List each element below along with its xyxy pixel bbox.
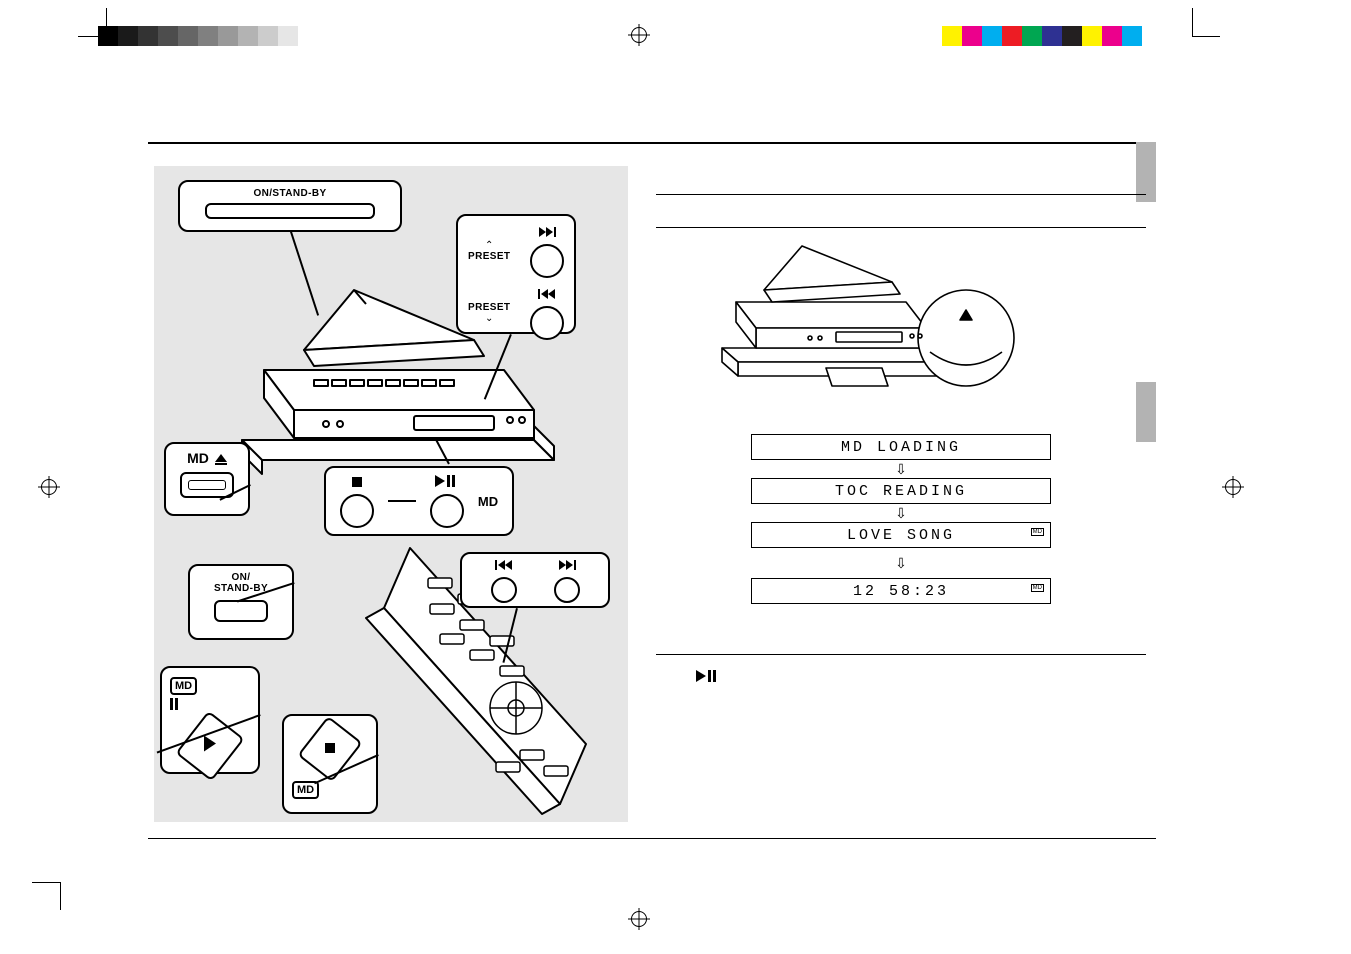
md-transport-label: MD xyxy=(478,494,498,509)
display-sequence: MD LOADING ⇩ TOC READING ⇩ LOVE SONG MD ⇩… xyxy=(751,434,1051,604)
swatch xyxy=(258,26,278,46)
swatch xyxy=(1122,26,1142,46)
swatch xyxy=(962,26,982,46)
greyscale-calibration-bar xyxy=(98,26,298,46)
stop-icon xyxy=(352,477,362,487)
swatch xyxy=(218,26,238,46)
down-arrow-icon: ⇩ xyxy=(751,556,1051,570)
section-rule xyxy=(656,194,1146,195)
preset-down-knob xyxy=(530,306,564,340)
swatch xyxy=(1062,26,1082,46)
forward-knob xyxy=(554,577,580,603)
play-pause-icon xyxy=(435,475,459,487)
callout-preset: ⌃ PRESET PRESET ⌄ xyxy=(456,214,576,334)
next-track-icon xyxy=(538,227,556,237)
crop-mark-bl-v xyxy=(60,882,61,910)
registration-target-right xyxy=(1222,476,1244,498)
preset-down-label: PRESET xyxy=(468,302,510,313)
lcd-text: LOVE SONG xyxy=(847,527,955,544)
swatch xyxy=(942,26,962,46)
instruction-column: MD LOADING ⇩ TOC READING ⇩ LOVE SONG MD ⇩… xyxy=(656,166,1146,687)
lcd-line: MD LOADING xyxy=(751,434,1051,460)
link-line xyxy=(388,500,416,502)
callout-remote-on-standby: ON/ STAND-BY xyxy=(188,564,294,640)
top-rule xyxy=(148,142,1156,144)
md-indicator: MD xyxy=(1031,584,1044,592)
swatch xyxy=(1022,26,1042,46)
on-standby-button-graphic xyxy=(205,203,375,219)
rewind-icon xyxy=(495,560,513,570)
swatch xyxy=(178,26,198,46)
bottom-rule xyxy=(148,838,1156,839)
callout-on-standby: ON/STAND-BY xyxy=(178,180,402,232)
play-pause-knob xyxy=(430,494,464,528)
section-rule xyxy=(656,654,1146,655)
eject-icon xyxy=(215,454,227,462)
swatch xyxy=(1002,26,1022,46)
lcd-text: 12 58:23 xyxy=(853,583,949,600)
lcd-line: TOC READING xyxy=(751,478,1051,504)
lcd-line: 12 58:23 MD xyxy=(751,578,1051,604)
callout-md-eject: MD xyxy=(164,442,250,516)
manual-page: ON/STAND-BY ⌃ PRESET PRESET ⌄ xyxy=(148,142,1156,839)
md-indicator: MD xyxy=(1031,528,1044,536)
stop-icon xyxy=(325,743,335,753)
swatch xyxy=(98,26,118,46)
swatch xyxy=(982,26,1002,46)
swatch xyxy=(278,26,298,46)
lcd-text: TOC READING xyxy=(835,483,967,500)
callout-skip xyxy=(460,552,610,608)
cmyk-calibration-bar xyxy=(942,26,1142,46)
crop-mark-tr-v xyxy=(1192,8,1193,36)
callout-md-transport: MD xyxy=(324,466,514,536)
forward-icon xyxy=(558,560,576,570)
swatch xyxy=(138,26,158,46)
prev-track-icon xyxy=(538,289,556,299)
registration-target-top xyxy=(628,24,650,46)
callout-remote-md-stop: MD xyxy=(282,714,378,814)
down-arrow-icon: ⇩ xyxy=(751,462,1051,476)
swatch xyxy=(1082,26,1102,46)
stop-knob xyxy=(340,494,374,528)
lcd-text: MD LOADING xyxy=(841,439,961,456)
swatch xyxy=(198,26,218,46)
md-badge: MD xyxy=(170,677,197,695)
swatch xyxy=(118,26,138,46)
swatch xyxy=(1102,26,1122,46)
swatch xyxy=(238,26,258,46)
remote-play-button-graphic xyxy=(175,711,244,782)
on-standby-label: ON/STAND-BY xyxy=(190,188,390,199)
md-eject-label: MD xyxy=(187,450,209,466)
lcd-line: LOVE SONG MD xyxy=(751,522,1051,548)
mini-unit-drawing xyxy=(716,228,1026,398)
crop-mark-tr-h xyxy=(1192,36,1220,37)
registration-target-bottom xyxy=(628,908,650,930)
registration-target-left xyxy=(38,476,60,498)
rewind-knob xyxy=(491,577,517,603)
remote-on-standby-button-graphic xyxy=(214,600,268,622)
swatch xyxy=(158,26,178,46)
play-icon xyxy=(204,736,216,752)
remote-stop-button-graphic xyxy=(297,716,362,782)
crop-mark-bl-h xyxy=(32,882,60,883)
down-arrow-icon: ⇩ xyxy=(751,506,1051,520)
md-eject-button-graphic xyxy=(180,472,234,498)
remote-on-standby-line1: ON/ xyxy=(196,572,286,583)
preset-up-knob xyxy=(530,244,564,278)
control-illustration-panel: ON/STAND-BY ⌃ PRESET PRESET ⌄ xyxy=(154,166,628,822)
play-pause-icon xyxy=(696,670,720,682)
preset-up-label: PRESET xyxy=(468,251,510,262)
swatch xyxy=(1042,26,1062,46)
